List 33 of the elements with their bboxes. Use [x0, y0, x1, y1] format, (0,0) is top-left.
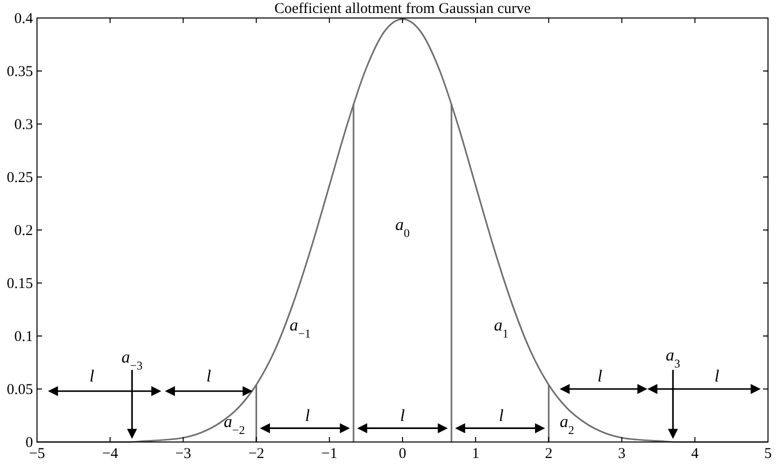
- annotation: a$_{0}$: [395, 215, 410, 240]
- chart-title: Coefficient allotment from Gaussian curve: [274, 1, 531, 17]
- annotation: l: [305, 406, 310, 425]
- annotation: a$_{3}$: [666, 345, 680, 370]
- y-tick-label: 0.35: [6, 64, 33, 80]
- annotation: l: [400, 406, 406, 425]
- y-tick-label: 0.25: [6, 170, 33, 186]
- annotation: l: [598, 366, 603, 386]
- annotation: a$_{2}$: [560, 412, 574, 438]
- y-tick-label: 0.2: [14, 223, 33, 239]
- x-tick-label: 4: [691, 446, 700, 462]
- annotation: l: [498, 406, 504, 425]
- annotation: a$_{−3}$: [121, 348, 143, 372]
- annotation: l: [89, 366, 94, 386]
- annotation: l: [714, 366, 720, 386]
- x-tick-label: −1: [321, 446, 338, 462]
- x-tick-label: 0: [398, 446, 406, 462]
- y-tick-label: 0.1: [14, 329, 33, 345]
- x-tick-label: 3: [618, 446, 626, 462]
- annotation: a$_{−1}$: [290, 316, 311, 341]
- x-tick-label: −2: [248, 446, 264, 462]
- x-tick-label: 5: [764, 446, 772, 462]
- annotation: l: [206, 366, 212, 386]
- x-tick-label: −3: [175, 446, 192, 462]
- x-tick-label: 1: [472, 446, 480, 462]
- annotation: a$_{−2}$: [224, 412, 245, 438]
- y-tick-label: 0.3: [14, 117, 33, 133]
- y-tick-label: 0.4: [14, 11, 34, 27]
- x-tick-label: 2: [544, 446, 552, 462]
- x-tick-label: −4: [102, 446, 119, 462]
- y-tick-label: 0.15: [6, 276, 33, 292]
- y-tick-label: 0.05: [6, 382, 33, 398]
- annotation: a$_{1}$: [494, 316, 508, 341]
